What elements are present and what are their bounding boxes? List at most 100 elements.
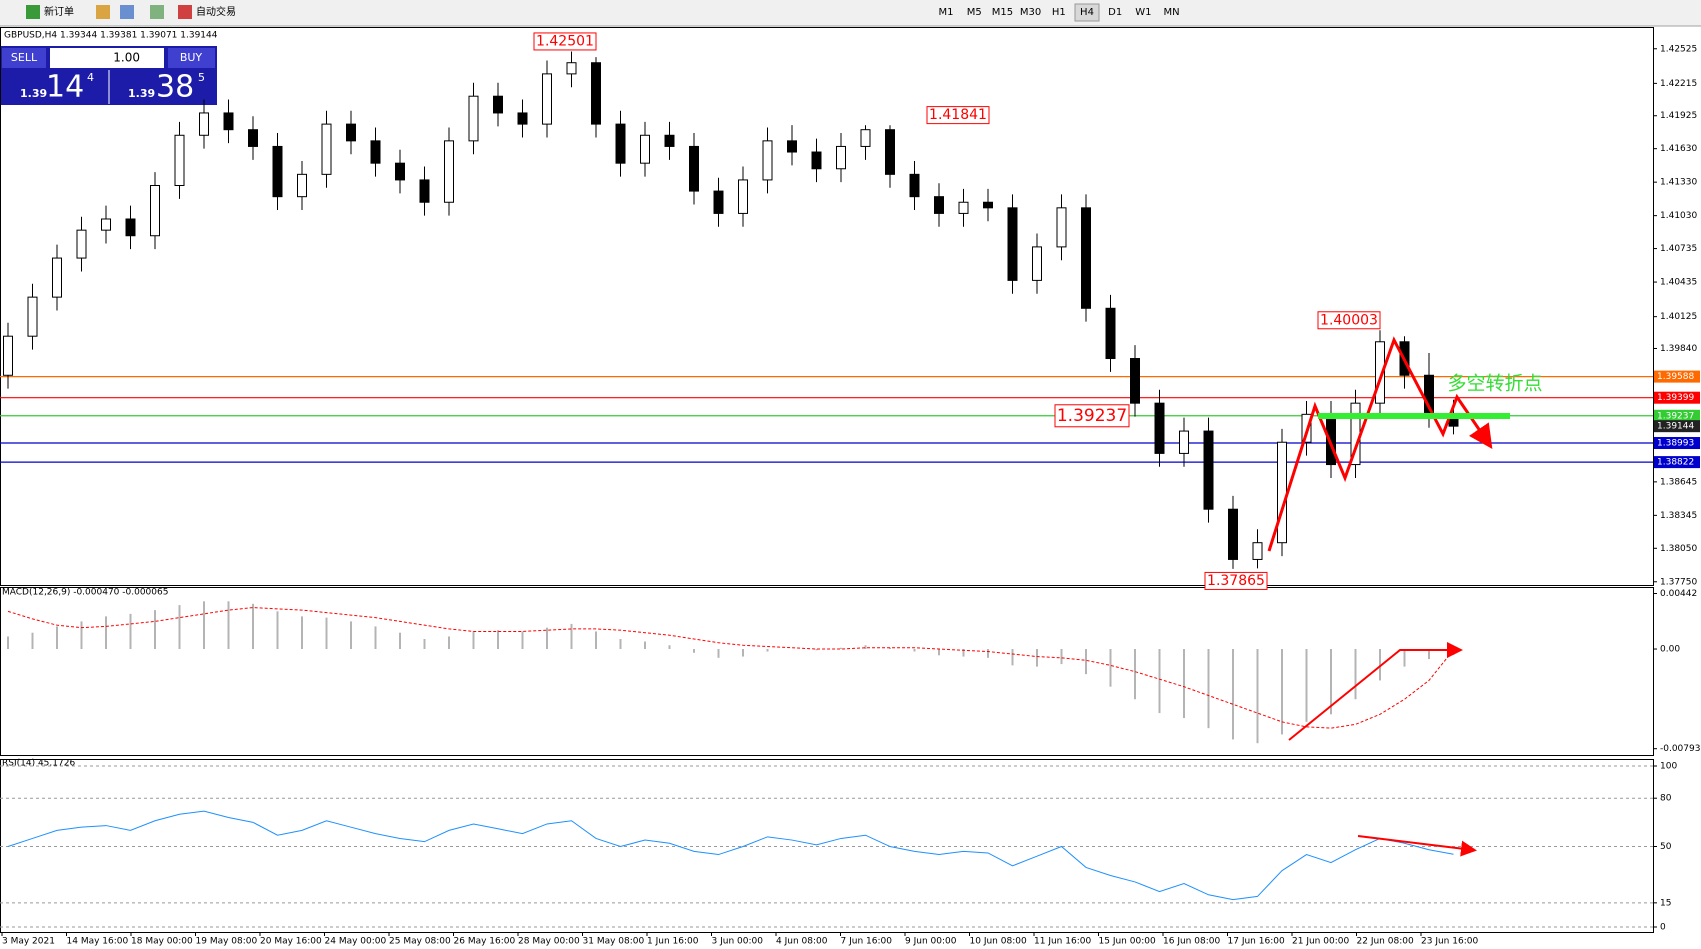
- x-tick-label: 11 Jun 16:00: [1034, 937, 1091, 947]
- macd-arrow: [1288, 642, 1463, 741]
- lots-value[interactable]: 1.00: [113, 51, 140, 65]
- x-tick-label: 26 May 16:00: [454, 937, 516, 947]
- x-tick-label: 24 May 00:00: [325, 937, 387, 947]
- chart-title: GBPUSD,H4 1.39344 1.39381 1.39071 1.3914…: [4, 31, 218, 41]
- sell-label[interactable]: SELL: [11, 51, 38, 64]
- candle-body: [1081, 207, 1091, 309]
- rsi-line: [7, 810, 1454, 901]
- candle-body: [615, 123, 626, 164]
- auto-trading-button[interactable]: 自动交易: [196, 5, 236, 18]
- timeframe-bar: M1 M5 M15 M30 H1 H4 D1 W1 MN: [939, 3, 1180, 22]
- candle-body: [713, 190, 724, 214]
- toolbar-icon[interactable]: [150, 5, 164, 19]
- candle-body: [1179, 430, 1189, 454]
- candle-body: [199, 112, 209, 136]
- y-tick-label: 1.42525: [1660, 44, 1697, 54]
- price-annotation: 1.42501: [536, 33, 594, 49]
- bid-small: 4: [87, 71, 94, 84]
- buy-button[interactable]: [168, 48, 215, 68]
- x-tick-label: 3 May 2021: [2, 937, 55, 947]
- candle-body: [566, 62, 577, 75]
- level-label: 1.38993: [1657, 439, 1694, 449]
- candle-body: [860, 129, 871, 147]
- candle-body: [1056, 207, 1067, 248]
- timeframe-button[interactable]: D1: [1108, 7, 1122, 18]
- level-label-box: [1654, 409, 1700, 422]
- x-tick-label: 1 Jun 16:00: [647, 937, 699, 947]
- new-order-icon[interactable]: [26, 5, 40, 19]
- buy-label[interactable]: BUY: [180, 51, 203, 64]
- candle-body: [1203, 430, 1214, 510]
- candle-body: [689, 145, 699, 192]
- rsi-title: RSI(14) 45.1726: [2, 759, 75, 769]
- plot: 1.42525 1.42215 1.41925 1.41630 1.41330 1.410…: [0, 27, 1701, 947]
- level-label: 1.39237: [1657, 411, 1694, 421]
- new-order-button[interactable]: 新订单: [44, 5, 74, 18]
- price-annotation-box: [1054, 404, 1130, 428]
- candle-body: [1032, 246, 1042, 281]
- candle-body: [493, 95, 503, 114]
- candle-body: [1252, 542, 1263, 560]
- auto-trading-icon[interactable]: [178, 5, 192, 19]
- x-tick-label: 20 May 16:00: [260, 937, 322, 947]
- timeframe-button[interactable]: M15: [992, 7, 1013, 18]
- candle-body: [419, 179, 430, 203]
- candle-body: [27, 296, 38, 337]
- price-annotation-box: [1204, 571, 1268, 590]
- toolbar-icon[interactable]: [120, 5, 134, 19]
- sell-button[interactable]: [2, 48, 46, 68]
- y-tick-label: 0.00442: [1660, 589, 1697, 599]
- y-tick-label: 100: [1660, 762, 1677, 772]
- y-tick-label: 1.41925: [1660, 111, 1697, 121]
- ask-big: 38: [156, 70, 194, 105]
- x-tick-label: 21 Jun 00:00: [1292, 937, 1349, 947]
- x-tick-label: 14 May 16:00: [67, 937, 129, 947]
- candle-body: [1007, 207, 1018, 281]
- y-tick-label: 50: [1660, 842, 1672, 852]
- candle-body: [1277, 441, 1287, 544]
- x-tick-label: 31 May 08:00: [583, 937, 645, 947]
- price-annotation-box: [1317, 311, 1381, 330]
- candle-body: [836, 145, 846, 170]
- candle-body: [468, 95, 479, 142]
- x-tick-label: 18 May 00:00: [131, 937, 193, 947]
- macd-signal: [7, 607, 1454, 729]
- y-tick-label: 1.41630: [1660, 144, 1697, 154]
- candle-body: [542, 73, 552, 125]
- timeframe-button[interactable]: M30: [1020, 7, 1041, 18]
- timeframe-button[interactable]: W1: [1135, 7, 1151, 18]
- lots-input[interactable]: [50, 48, 164, 68]
- price-annotation: 1.41841: [929, 107, 987, 123]
- y-tick-label: 1.39840: [1660, 344, 1697, 354]
- price-label: 1.39144: [1657, 422, 1694, 432]
- candle-body: [958, 201, 969, 214]
- price-annotation: 1.40003: [1320, 312, 1378, 328]
- level-label-box: [1654, 456, 1700, 469]
- timeframe-button[interactable]: H1: [1052, 7, 1066, 18]
- x-tick-label: 25 May 08:00: [389, 937, 451, 947]
- level-label: 1.38822: [1657, 458, 1694, 468]
- timeframe-button[interactable]: MN: [1164, 7, 1180, 18]
- timeframe-button[interactable]: M5: [967, 7, 982, 18]
- toolbar-icon[interactable]: [96, 5, 110, 19]
- x-tick-label: 10 Jun 08:00: [970, 937, 1027, 947]
- candle-body: [223, 112, 234, 131]
- y-tick-label: 1.37750: [1660, 577, 1697, 587]
- x-tick-label: 17 Jun 16:00: [1228, 937, 1285, 947]
- level-label-box: [1654, 391, 1700, 404]
- candle-body: [297, 173, 307, 198]
- y-tick-label: 1.40125: [1660, 312, 1697, 322]
- x-tick-label: 7 Jun 16:00: [841, 937, 893, 947]
- candle-body: [1228, 508, 1238, 560]
- chart-area: [0, 28, 1701, 949]
- candle-body: [1375, 341, 1385, 404]
- level-label-box: [1654, 370, 1700, 383]
- timeframe-button[interactable]: H4: [1080, 7, 1094, 18]
- candle-body: [150, 185, 160, 237]
- x-tick-label: 9 Jun 00:00: [905, 937, 957, 947]
- timeframe-button[interactable]: M1: [939, 7, 954, 18]
- y-tick-label: 80: [1660, 794, 1672, 804]
- y-tick-label: 1.42215: [1660, 79, 1697, 89]
- y-tick-label: 1.40435: [1660, 278, 1697, 288]
